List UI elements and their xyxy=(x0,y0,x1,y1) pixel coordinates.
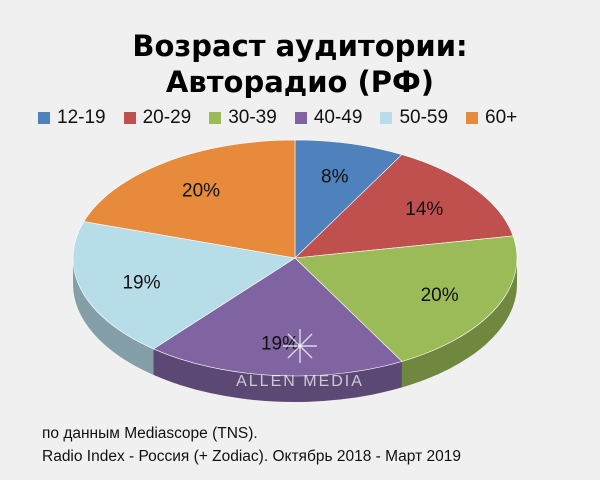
chart-title: Возраст аудитории: xyxy=(132,29,468,63)
legend-swatch xyxy=(466,112,479,124)
legend-item-30-39: 30-39 xyxy=(209,107,277,129)
pie-top-group xyxy=(72,139,518,377)
pie-slice-20-29 xyxy=(294,154,514,259)
pie-slice-40-49 xyxy=(152,257,403,377)
pie-slice-side-30-39 xyxy=(401,258,517,388)
pie-slice-50-59 xyxy=(72,221,296,350)
legend-swatch xyxy=(123,112,136,124)
legend-item-50-59: 50-59 xyxy=(380,107,448,129)
pie-slice-12-19 xyxy=(294,139,403,259)
legend-label: 60+ xyxy=(485,107,518,128)
pie-side-group xyxy=(73,258,517,402)
legend: 12-19 20-29 30-39 40-49 50-59 60+ xyxy=(38,107,578,129)
data-label-40-49: 19% xyxy=(261,334,299,355)
pie-slice-side-40-49 xyxy=(153,348,402,402)
pie-slice-60+ xyxy=(83,139,296,259)
data-label-50-59: 19% xyxy=(122,273,160,294)
data-label-20-29: 14% xyxy=(405,199,443,220)
legend-item-20-29: 20-29 xyxy=(123,107,192,129)
chart-subtitle: Авторадио (РФ) xyxy=(165,65,435,99)
pie-slice-side-50-59 xyxy=(73,258,154,375)
legend-swatch xyxy=(209,112,222,124)
footnote-source: по данным Mediascope (TNS). xyxy=(42,425,258,442)
legend-label: 20-29 xyxy=(142,107,192,128)
legend-label: 12-19 xyxy=(57,107,106,128)
legend-label: 30-39 xyxy=(228,107,277,128)
footnote-period: Radio Index - Россия (+ Zodiac). Октябрь… xyxy=(42,448,461,465)
data-label-60+: 20% xyxy=(182,180,220,201)
watermark-star-icon xyxy=(283,329,317,363)
pie-slice-30-39 xyxy=(294,235,518,362)
data-label-30-39: 20% xyxy=(421,285,459,306)
legend-swatch xyxy=(294,112,307,124)
legend-item-40-49: 40-49 xyxy=(294,107,363,129)
data-label-12-19: 8% xyxy=(321,167,349,188)
legend-item-12-19: 12-19 xyxy=(38,107,106,129)
legend-swatch xyxy=(380,112,393,124)
watermark-text: ALLEN MEDIA xyxy=(236,373,364,390)
legend-swatch xyxy=(38,112,50,124)
legend-label: 40-49 xyxy=(313,107,363,128)
legend-item-60-plus: 60+ xyxy=(466,107,517,129)
legend-label: 50-59 xyxy=(399,107,449,128)
